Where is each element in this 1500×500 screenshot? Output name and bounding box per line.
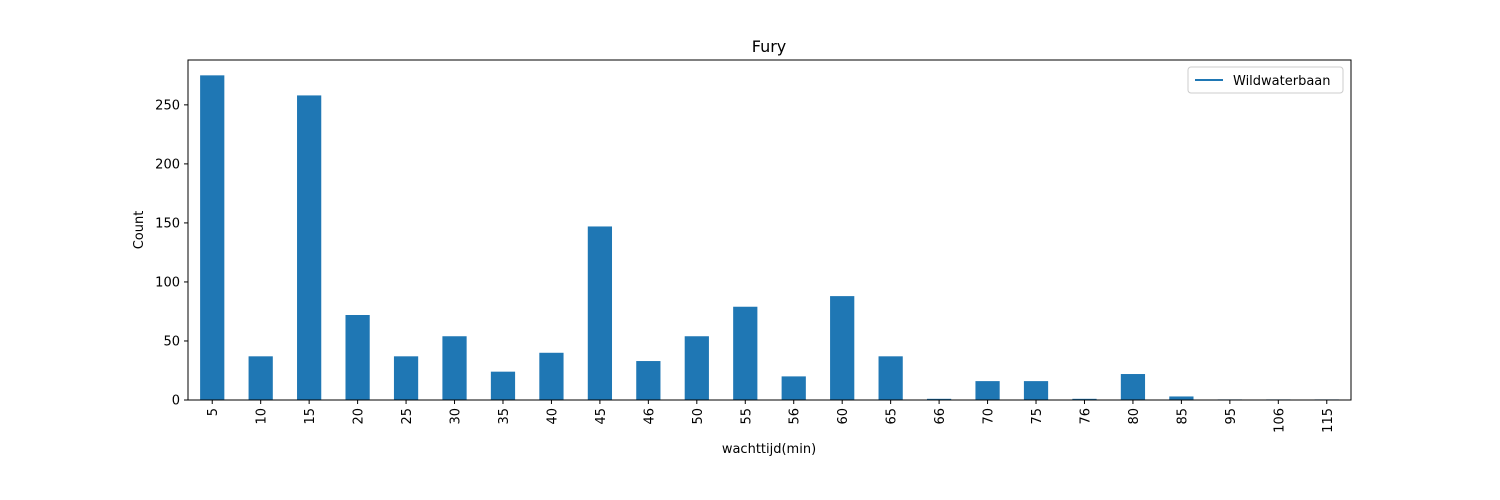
bar-80 <box>1120 374 1146 400</box>
bar-15 <box>297 95 322 401</box>
chart-title: Fury <box>752 37 787 56</box>
bar-65 <box>878 356 903 400</box>
x-tick-label: 50 <box>691 408 706 425</box>
y-tick-label: 100 <box>155 275 180 290</box>
x-tick-label: 70 <box>982 408 997 425</box>
bar-85 <box>1169 396 1194 400</box>
y-tick-label: 200 <box>155 157 180 172</box>
x-tick-label: 25 <box>400 408 415 425</box>
y-tick-label: 150 <box>155 216 180 231</box>
x-tick-label: 66 <box>933 408 948 425</box>
x-tick-label: 40 <box>545 408 560 425</box>
bar-25 <box>393 356 419 400</box>
x-tick-label: 55 <box>739 408 754 425</box>
legend-label: Wildwaterbaan <box>1233 74 1331 89</box>
x-tick-label: 56 <box>788 408 803 425</box>
legend-box <box>1187 66 1344 94</box>
bar-55 <box>733 306 758 400</box>
bar-50 <box>684 336 709 400</box>
bar-10 <box>248 356 273 400</box>
plot-frame <box>187 59 1352 401</box>
bar-70 <box>975 381 1000 400</box>
y-tick-label: 250 <box>155 98 180 113</box>
bar-60 <box>830 296 855 400</box>
x-axis-label: wachttijd(min) <box>722 442 816 457</box>
x-tick-label: 76 <box>1078 408 1093 425</box>
bar-40 <box>539 352 564 400</box>
bar-66 <box>926 398 952 400</box>
x-tick-label: 35 <box>497 408 512 425</box>
bars-group <box>200 75 1339 401</box>
x-tick-label: 85 <box>1175 408 1190 425</box>
bar-35 <box>490 371 516 400</box>
bar-20 <box>345 315 370 400</box>
y-tick-label: 50 <box>163 334 180 349</box>
bar-30 <box>442 336 467 400</box>
y-axis-label: Count <box>132 211 147 250</box>
x-tick-label: 46 <box>642 408 657 425</box>
x-tick-label: 65 <box>885 408 900 425</box>
x-tick-label: 45 <box>594 408 609 425</box>
x-tick-label: 20 <box>352 408 367 425</box>
x-tick-label: 115 <box>1321 408 1336 433</box>
x-tick-label: 95 <box>1224 408 1239 425</box>
bar-56 <box>781 376 806 400</box>
bar-5 <box>200 75 225 400</box>
y-axis: 0 50 100 150 200 250 <box>155 98 188 409</box>
x-tick-label: 30 <box>449 408 464 425</box>
x-tick-label: 10 <box>255 408 270 425</box>
bar-45 <box>587 226 613 400</box>
x-tick-label: 15 <box>303 408 318 425</box>
y-tick-label: 0 <box>172 394 180 409</box>
x-axis: 5 10 15 20 25 30 35 40 45 46 50 55 56 60 65 66 70 75 76 80 8… <box>206 400 1336 433</box>
x-tick-label: 80 <box>1127 408 1142 425</box>
bar-75 <box>1023 381 1049 400</box>
legend: Wildwaterbaan <box>1187 66 1344 94</box>
x-tick-label: 60 <box>836 408 851 425</box>
bar-76 <box>1072 398 1097 400</box>
x-tick-label: 75 <box>1030 408 1045 425</box>
x-tick-label: 5 <box>206 408 221 416</box>
bar-46 <box>636 361 661 400</box>
x-tick-label: 106 <box>1272 408 1287 433</box>
